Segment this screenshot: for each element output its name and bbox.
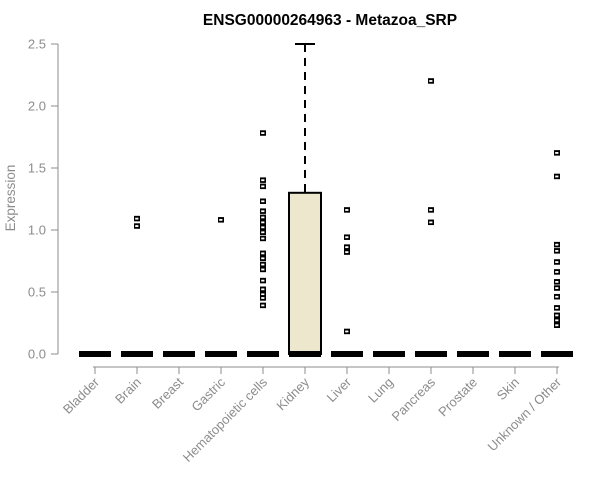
outlier-point-slit — [555, 152, 559, 154]
outlier-point-slit — [345, 330, 349, 333]
box-brain — [121, 215, 153, 357]
outlier-point-slit — [555, 307, 559, 309]
outlier-point-slit — [345, 246, 349, 249]
outlier-point-slit — [429, 221, 433, 224]
chart-title: ENSG00000264963 - Metazoa_SRP — [203, 12, 457, 29]
outlier-point-slit — [429, 80, 433, 82]
outlier-point-slit — [555, 271, 559, 273]
outlier-point-slit — [261, 257, 265, 260]
x-category-label: Brain — [112, 375, 144, 407]
outlier-point-slit — [261, 268, 265, 271]
y-tick-label: 0.5 — [28, 285, 46, 300]
y-tick-label: 1.5 — [28, 161, 46, 176]
box-pancreas — [415, 78, 447, 357]
x-category-label: Gastric — [188, 374, 228, 414]
outlier-point-slit — [135, 225, 139, 227]
outlier-point-slit — [261, 179, 265, 182]
outlier-point-slit — [429, 209, 433, 211]
y-tick-label: 2.0 — [28, 99, 46, 114]
x-category-label: Lung — [365, 375, 396, 406]
x-category-label: Bladder — [60, 374, 103, 417]
outlier-point-slit — [261, 185, 265, 188]
y-axis: 0.0 0.5 1.0 1.5 2.0 2.5 — [28, 37, 59, 362]
box-kidney — [288, 43, 322, 357]
outlier-point-slit — [345, 209, 349, 211]
box-liver — [331, 207, 363, 357]
outlier-point-slit — [345, 251, 349, 254]
outlier-point-slit — [555, 261, 559, 263]
outlier-point-slit — [261, 252, 265, 255]
outlier-point-slit — [261, 237, 265, 240]
outlier-point-slit — [555, 314, 559, 317]
outlier-point-slit — [261, 297, 265, 299]
x-category-label: Unknown / Other — [485, 374, 565, 454]
outlier-point-slit — [555, 249, 559, 252]
outlier-point-slit — [261, 231, 265, 234]
x-category-label: Liver — [324, 374, 355, 405]
outlier-point-slit — [261, 279, 265, 282]
x-category-label: Pancreas — [389, 374, 439, 424]
outlier-point-slit — [261, 304, 265, 307]
outlier-point-slit — [555, 243, 559, 246]
outlier-point-slit — [555, 319, 559, 322]
outlier-point-slit — [555, 175, 559, 178]
y-tick-label: 0.0 — [28, 347, 46, 362]
box-hematopoietic-cells — [247, 130, 279, 357]
outlier-point-slit — [261, 226, 265, 229]
x-category-label: Prostate — [435, 375, 480, 420]
outlier-point-slit — [555, 287, 559, 289]
outlier-point-slit — [261, 263, 265, 266]
x-category-label: Breast — [149, 374, 186, 411]
outlier-point-slit — [555, 324, 559, 327]
box-unknown-other — [541, 150, 573, 357]
box-rect — [288, 191, 322, 355]
outlier-point-slit — [261, 132, 265, 134]
outlier-point-slit — [261, 200, 265, 203]
outlier-point-slit — [219, 218, 223, 221]
x-category-label: Kidney — [273, 374, 312, 413]
outlier-point-slit — [135, 217, 139, 220]
outlier-point-slit — [261, 210, 265, 213]
outlier-point-slit — [345, 236, 349, 239]
outlier-point-slit — [261, 221, 265, 224]
x-category-label: Skin — [494, 375, 522, 403]
y-tick-label: 1.0 — [28, 223, 46, 238]
outlier-point-slit — [261, 288, 265, 291]
outlier-point-slit — [261, 293, 265, 296]
outlier-point-slit — [555, 295, 559, 298]
box-gastric — [205, 217, 237, 357]
y-tick-label: 2.5 — [28, 37, 46, 52]
plot-area: 0.0 0.5 1.0 1.5 2.0 2.5 Bladder Brain Breast Gast… — [28, 37, 573, 465]
outlier-point-slit — [555, 280, 559, 283]
y-axis-title: Expression — [3, 165, 18, 232]
outlier-point-slit — [261, 216, 265, 219]
